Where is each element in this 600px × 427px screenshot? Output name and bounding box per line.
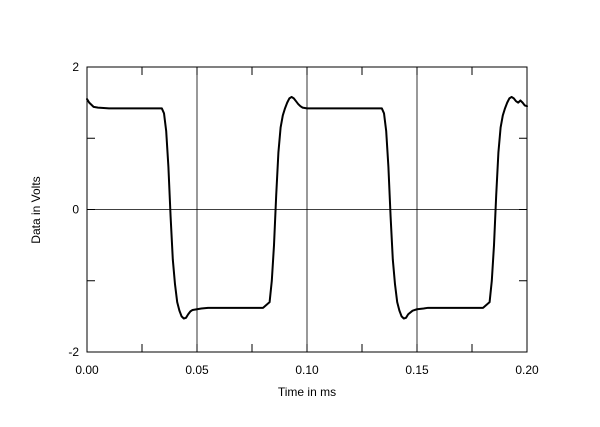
y-tick-label: 2 <box>72 60 79 74</box>
x-tick-label: 0.10 <box>295 363 319 377</box>
series-layer <box>86 95 528 320</box>
x-tick-label: 0.20 <box>515 363 539 377</box>
plot-frame <box>86 66 528 353</box>
x-tick-label: 0.15 <box>405 363 429 377</box>
x-tick-label: 0.00 <box>75 363 99 377</box>
y-axis-label: Data in Volts <box>29 176 43 243</box>
y-tick-label: -2 <box>68 345 79 359</box>
series-line <box>86 95 528 320</box>
x-axis-label: Time in ms <box>278 385 336 399</box>
x-tick-labels: 0.00 0.05 0.10 0.15 0.20 <box>75 363 539 377</box>
y-tick-label: 0 <box>72 203 79 217</box>
grid-lines <box>87 67 527 352</box>
y-tick-labels: -2 0 2 <box>68 60 79 359</box>
x-tick-label: 0.05 <box>185 363 209 377</box>
